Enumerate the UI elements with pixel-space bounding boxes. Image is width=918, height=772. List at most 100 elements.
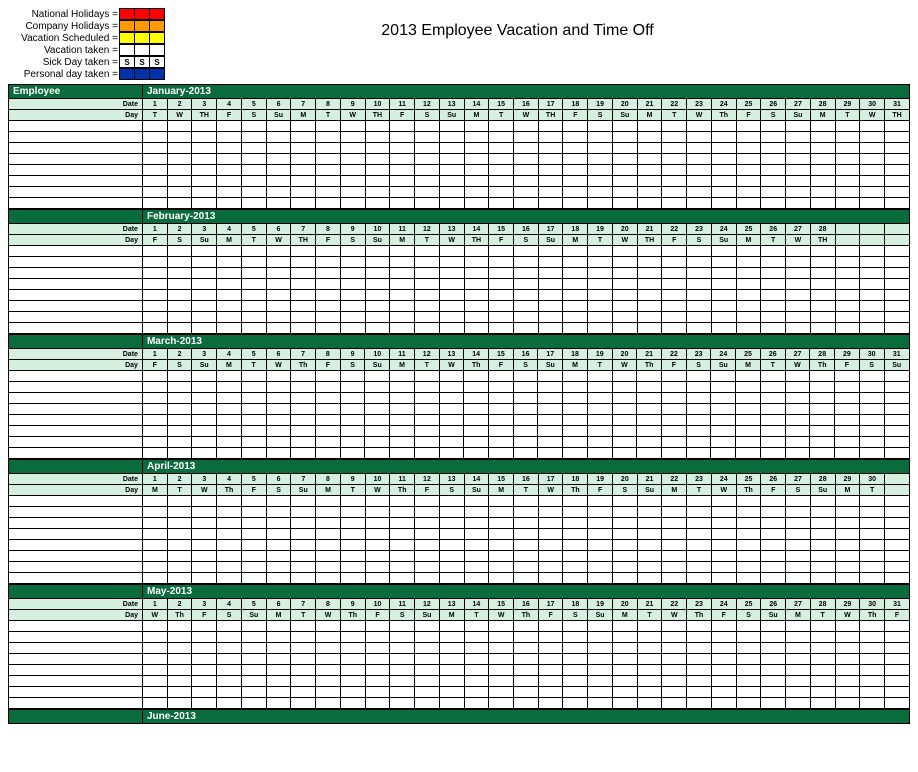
day-entry-cell[interactable] <box>810 246 835 257</box>
day-entry-cell[interactable] <box>637 176 662 187</box>
day-entry-cell[interactable] <box>489 676 514 687</box>
day-entry-cell[interactable] <box>885 132 910 143</box>
day-entry-cell[interactable] <box>760 448 785 459</box>
day-entry-cell[interactable] <box>489 448 514 459</box>
day-entry-cell[interactable] <box>464 676 489 687</box>
day-entry-cell[interactable] <box>885 496 910 507</box>
day-entry-cell[interactable] <box>835 540 860 551</box>
day-entry-cell[interactable] <box>513 382 538 393</box>
day-entry-cell[interactable] <box>167 323 192 334</box>
day-entry-cell[interactable] <box>415 312 440 323</box>
day-entry-cell[interactable] <box>241 382 266 393</box>
day-entry-cell[interactable] <box>390 415 415 426</box>
day-entry-cell[interactable] <box>340 393 365 404</box>
day-entry-cell[interactable] <box>365 573 390 584</box>
day-entry-cell[interactable] <box>414 404 439 415</box>
day-entry-cell[interactable] <box>860 621 885 632</box>
day-entry-cell[interactable] <box>142 665 167 676</box>
day-entry-cell[interactable] <box>538 562 563 573</box>
day-entry-cell[interactable] <box>316 165 341 176</box>
employee-row[interactable] <box>9 312 910 323</box>
day-entry-cell[interactable] <box>587 448 612 459</box>
day-entry-cell[interactable] <box>167 165 192 176</box>
day-entry-cell[interactable] <box>761 529 786 540</box>
day-entry-cell[interactable] <box>167 301 192 312</box>
day-entry-cell[interactable] <box>761 154 786 165</box>
day-entry-cell[interactable] <box>365 665 390 676</box>
day-entry-cell[interactable] <box>885 665 910 676</box>
day-entry-cell[interactable] <box>637 393 662 404</box>
day-entry-cell[interactable] <box>885 257 910 268</box>
day-entry-cell[interactable] <box>612 382 637 393</box>
day-entry-cell[interactable] <box>291 698 316 709</box>
day-entry-cell[interactable] <box>291 290 316 301</box>
day-entry-cell[interactable] <box>316 665 341 676</box>
day-entry-cell[interactable] <box>736 404 761 415</box>
day-entry-cell[interactable] <box>489 529 514 540</box>
day-entry-cell[interactable] <box>489 540 514 551</box>
day-entry-cell[interactable] <box>711 176 736 187</box>
day-entry-cell[interactable] <box>439 290 464 301</box>
day-entry-cell[interactable] <box>786 643 811 654</box>
day-entry-cell[interactable] <box>514 496 539 507</box>
day-entry-cell[interactable] <box>662 437 687 448</box>
day-entry-cell[interactable] <box>785 437 810 448</box>
day-entry-cell[interactable] <box>266 121 291 132</box>
day-entry-cell[interactable] <box>563 632 588 643</box>
day-entry-cell[interactable] <box>217 562 242 573</box>
day-entry-cell[interactable] <box>538 121 563 132</box>
day-entry-cell[interactable] <box>192 643 217 654</box>
day-entry-cell[interactable] <box>538 154 563 165</box>
day-entry-cell[interactable] <box>167 279 192 290</box>
day-entry-cell[interactable] <box>340 187 365 198</box>
day-entry-cell[interactable] <box>415 187 440 198</box>
day-entry-cell[interactable] <box>835 654 860 665</box>
day-entry-cell[interactable] <box>390 562 415 573</box>
day-entry-cell[interactable] <box>217 312 242 323</box>
day-entry-cell[interactable] <box>415 573 440 584</box>
day-entry-cell[interactable] <box>761 246 786 257</box>
day-entry-cell[interactable] <box>167 371 192 382</box>
day-entry-cell[interactable] <box>810 437 835 448</box>
day-entry-cell[interactable] <box>736 676 761 687</box>
day-entry-cell[interactable] <box>761 198 786 209</box>
day-entry-cell[interactable] <box>612 665 637 676</box>
day-entry-cell[interactable] <box>266 290 291 301</box>
day-entry-cell[interactable] <box>612 246 637 257</box>
day-entry-cell[interactable] <box>167 573 192 584</box>
day-entry-cell[interactable] <box>241 529 266 540</box>
day-entry-cell[interactable] <box>439 257 464 268</box>
day-entry-cell[interactable] <box>365 448 390 459</box>
day-entry-cell[interactable] <box>291 257 316 268</box>
day-entry-cell[interactable] <box>835 448 860 459</box>
day-entry-cell[interactable] <box>786 165 811 176</box>
day-entry-cell[interactable] <box>563 426 588 437</box>
day-entry-cell[interactable] <box>835 687 860 698</box>
day-entry-cell[interactable] <box>588 518 613 529</box>
day-entry-cell[interactable] <box>439 165 464 176</box>
day-entry-cell[interactable] <box>415 198 440 209</box>
day-entry-cell[interactable] <box>241 198 266 209</box>
day-entry-cell[interactable] <box>142 246 167 257</box>
day-entry-cell[interactable] <box>291 301 316 312</box>
day-entry-cell[interactable] <box>785 382 810 393</box>
day-entry-cell[interactable] <box>711 654 736 665</box>
day-entry-cell[interactable] <box>192 573 217 584</box>
day-entry-cell[interactable] <box>538 382 563 393</box>
day-entry-cell[interactable] <box>439 665 464 676</box>
day-entry-cell[interactable] <box>266 448 291 459</box>
day-entry-cell[interactable] <box>291 676 316 687</box>
day-entry-cell[interactable] <box>538 257 563 268</box>
employee-row[interactable] <box>9 654 910 665</box>
day-entry-cell[interactable] <box>217 176 242 187</box>
employee-name-cell[interactable] <box>9 562 143 573</box>
day-entry-cell[interactable] <box>860 290 885 301</box>
day-entry-cell[interactable] <box>192 371 217 382</box>
day-entry-cell[interactable] <box>217 621 242 632</box>
day-entry-cell[interactable] <box>786 323 811 334</box>
employee-name-cell[interactable] <box>9 290 143 301</box>
day-entry-cell[interactable] <box>786 562 811 573</box>
day-entry-cell[interactable] <box>340 676 365 687</box>
day-entry-cell[interactable] <box>390 687 415 698</box>
day-entry-cell[interactable] <box>217 165 242 176</box>
